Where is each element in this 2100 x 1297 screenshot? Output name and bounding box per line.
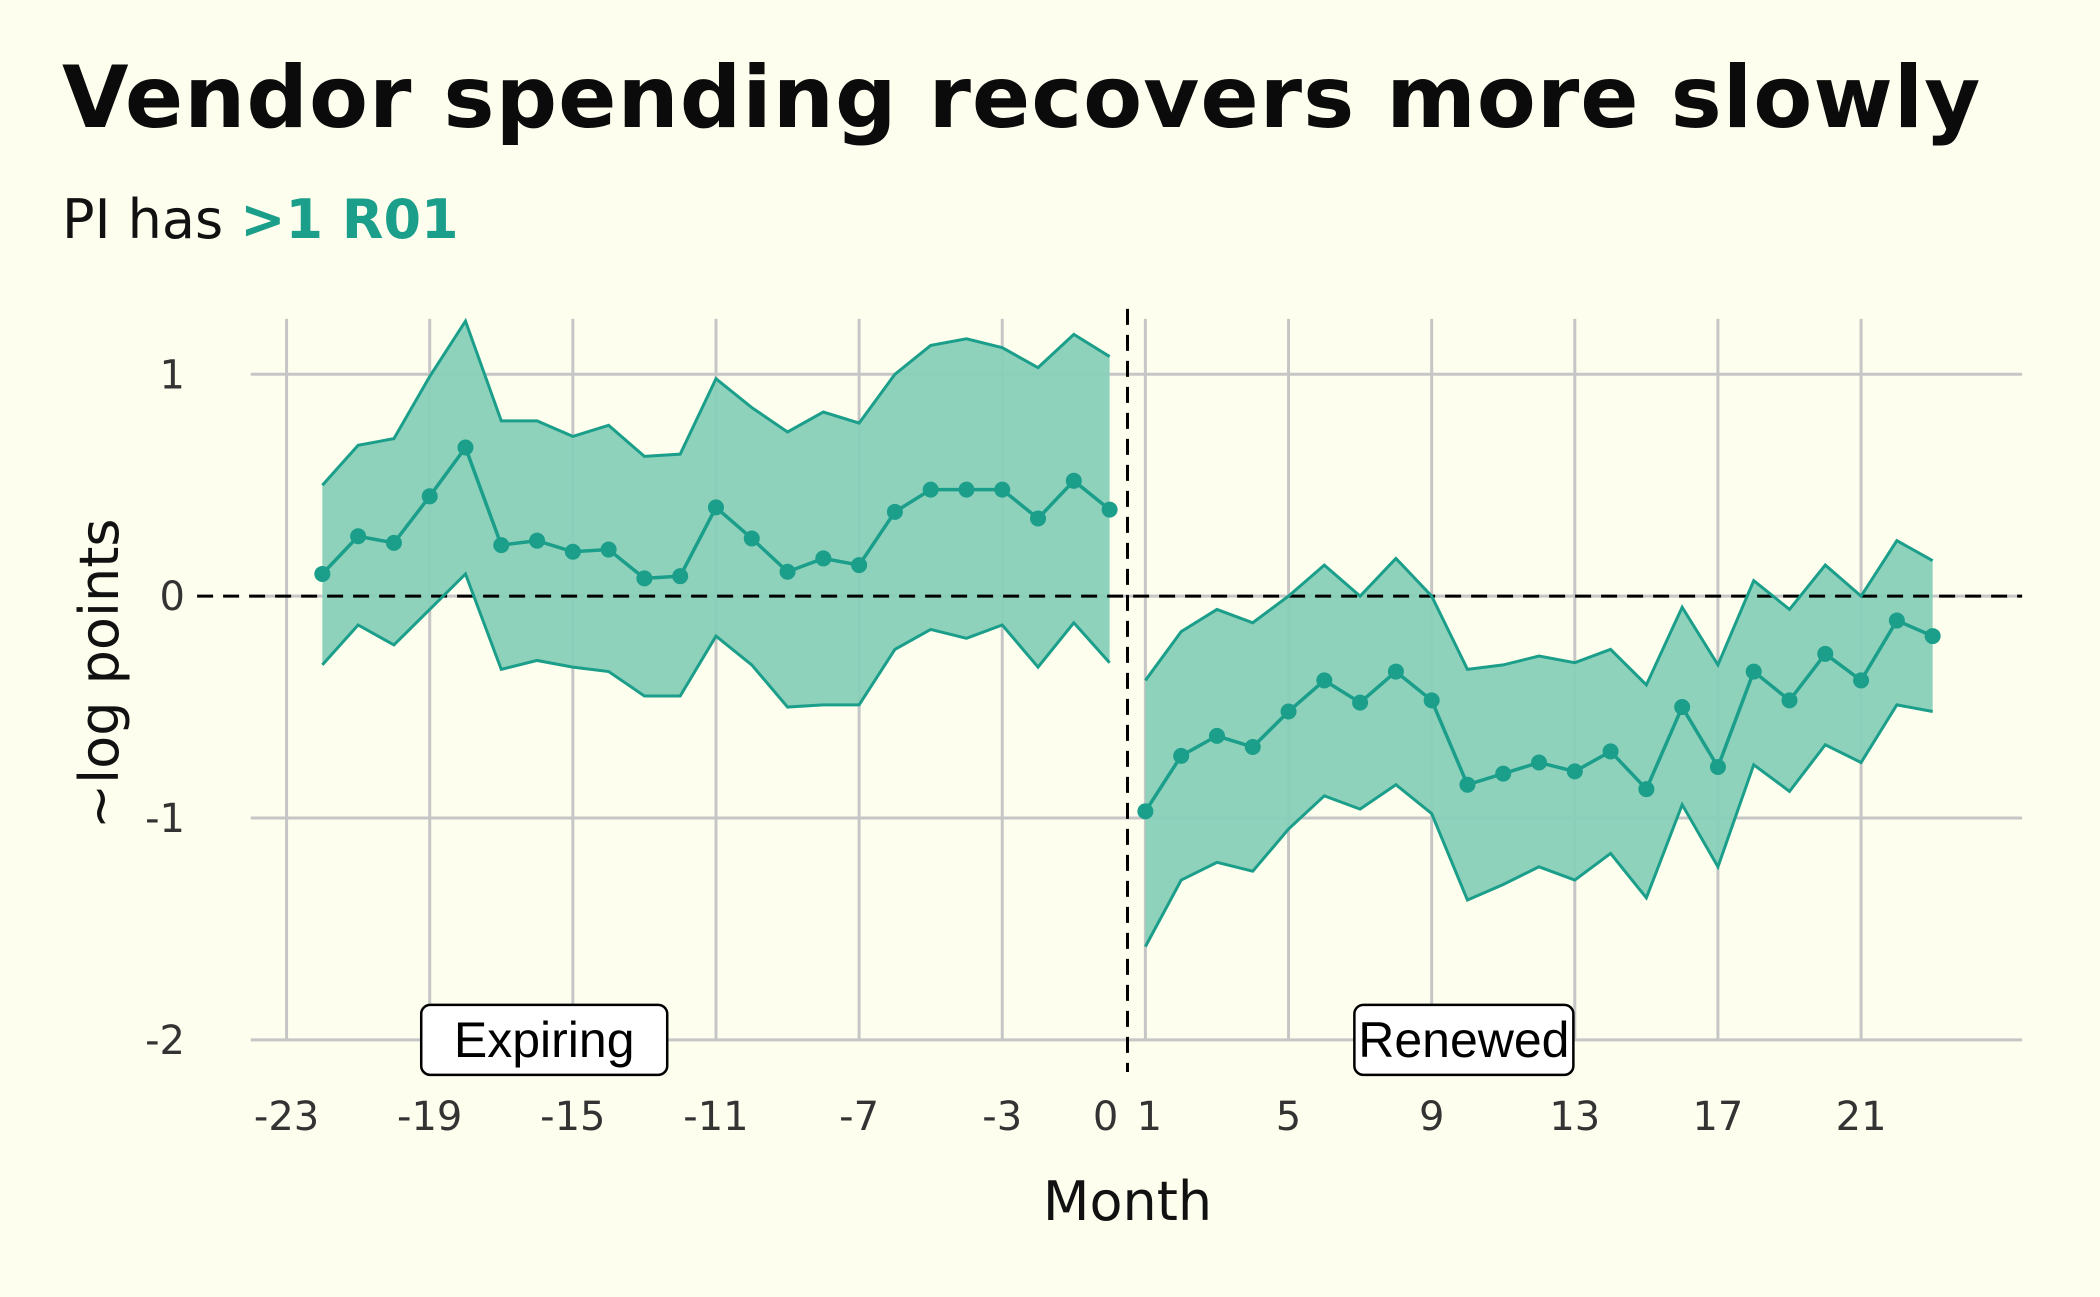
estimate-point [385,534,402,551]
estimate-point [672,568,689,585]
estimate-point [564,543,581,560]
estimate-point [779,563,796,580]
x-tick-label: 1 [1137,1094,1162,1140]
panel-labels: Expiring Renewed [419,1003,1575,1077]
estimate-point [1888,612,1905,629]
estimate-point [1065,472,1082,489]
x-tick-label: -7 [839,1094,879,1140]
estimate-point [1137,803,1154,820]
estimate-point [1745,663,1762,680]
y-tick-label: -2 [145,1018,185,1064]
y-axis-title: ~log points [68,518,131,829]
x-tick-label: -23 [254,1094,319,1140]
estimate-point [1495,765,1512,782]
axis-ticks: -23 -19 -15 -11 -7 -3 0 1 5 9 13 17 21-2-101 [145,352,1886,1140]
estimate-point [314,565,331,582]
estimate-point [1101,501,1118,518]
estimate-point [457,439,474,456]
estimate-point [636,570,653,587]
estimate-point [886,503,903,520]
series-layer [314,317,1941,948]
subtitle-highlight: >1 R01 [240,188,459,251]
estimate-point [1817,645,1834,662]
lower-bound-line [321,571,1111,709]
panel-label-expiring: Expiring [454,1012,635,1068]
estimate-point [1853,672,1870,689]
estimate-point [1173,747,1190,764]
subtitle-prefix: PI has [62,188,241,251]
y-tick-label: 0 [160,574,185,620]
panel-label-renewed: Renewed [1358,1012,1569,1068]
estimate-point [815,550,832,567]
y-tick-label: 1 [160,352,185,398]
estimate-point [1781,692,1798,709]
estimate-point [1531,754,1548,771]
panel-label-box [419,1003,669,1077]
estimate-point [958,481,975,498]
chart-subtitle: PI has >1 R01 [62,188,459,251]
estimate-point [922,481,939,498]
estimate-point [421,488,438,505]
x-tick-label: -11 [683,1094,748,1140]
upper-bound-line [321,317,1111,487]
reference-lines [197,308,2023,1072]
estimate-point [600,541,617,558]
estimate-point [707,499,724,516]
estimate-point [1387,663,1404,680]
x-tick-label: 21 [1836,1094,1887,1140]
estimate-point [350,528,367,545]
estimate-point [1316,672,1333,689]
x-tick-label: 9 [1419,1094,1444,1140]
estimate-point [1674,699,1691,716]
x-tick-label: 5 [1276,1094,1301,1140]
estimate-point [493,537,510,554]
estimate-point [1208,727,1225,744]
estimate-point [529,532,546,549]
estimate-point [1924,628,1941,645]
estimate-point [743,530,760,547]
x-tick-label: 13 [1549,1094,1600,1140]
x-tick-label: -15 [540,1094,605,1140]
x-tick-label: -3 [982,1094,1022,1140]
y-tick-label: -1 [145,796,185,842]
x-tick-label: -19 [397,1094,462,1140]
estimate-point [1459,776,1476,793]
estimate-point [1280,703,1297,720]
lower-bound-line [1144,703,1933,948]
estimate-point [1638,781,1655,798]
estimate-point [1602,743,1619,760]
estimate-point [851,557,868,574]
x-tick-label: 17 [1692,1094,1743,1140]
estimate-point [1423,692,1440,709]
x-tick-label: 0 [1093,1094,1118,1140]
estimate-point [1244,738,1261,755]
x-axis-title: Month [1043,1170,1212,1233]
estimate-point [994,481,1011,498]
confidence-band [1145,540,1933,947]
estimate-point [1566,763,1583,780]
chart-title: Vendor spending recovers more slowly [62,48,1982,148]
estimate-point [1352,694,1369,711]
estimate-point [1030,510,1047,527]
estimate-point [1709,758,1726,775]
upper-bound-line [1144,538,1934,688]
panel-label-box [1353,1003,1575,1077]
